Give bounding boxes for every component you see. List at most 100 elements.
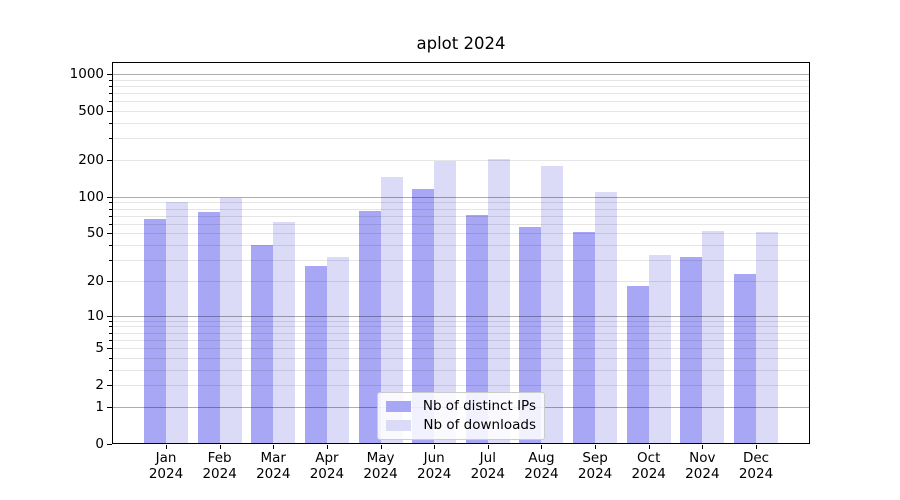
y-tick-mark-10 xyxy=(107,315,112,317)
bar-downloads-aug xyxy=(541,166,564,444)
x-tick-label-jan: Jan 2024 xyxy=(134,450,198,482)
x-tick-label-year-mar: 2024 xyxy=(256,465,291,482)
bar-downloads-jul xyxy=(487,158,510,444)
gridline-minor-200 xyxy=(112,159,810,161)
y-tick-mark-1 xyxy=(107,406,112,408)
y-tick-label-20: 20 xyxy=(86,272,104,289)
y-tick-mark-2 xyxy=(107,385,112,387)
x-tick-label-year-nov: 2024 xyxy=(685,465,720,482)
y-minor-tick-mark-80 xyxy=(109,208,112,210)
x-tick-label-jun: Jun 2024 xyxy=(402,450,466,482)
y-minor-tick-mark-300 xyxy=(109,138,112,140)
legend: Nb of distinct IPs Nb of downloads xyxy=(377,392,545,440)
y-tick-mark-0 xyxy=(107,444,112,445)
bar-downloads-sep xyxy=(595,191,618,444)
x-tick-label-year-oct: 2024 xyxy=(631,465,666,482)
x-tick-label-month-oct: Oct xyxy=(637,450,661,466)
gridline-minor-500 xyxy=(112,111,810,113)
gridline-minor-80 xyxy=(112,208,810,210)
bar-distinct-ips-feb xyxy=(197,212,220,444)
x-tick-label-month-apr: Apr xyxy=(315,450,339,466)
y-minor-tick-mark-400 xyxy=(109,123,112,124)
x-tick-label-feb: Feb 2024 xyxy=(188,450,252,482)
y-tick-mark-20 xyxy=(107,280,112,282)
x-tick-label-month-nov: Nov xyxy=(689,450,716,466)
bar-downloads-apr xyxy=(326,256,349,444)
bar-distinct-ips-nov xyxy=(680,256,703,444)
x-tick-label-aug: Aug 2024 xyxy=(509,450,573,482)
x-tick-label-month-dec: Dec xyxy=(742,450,770,466)
x-tick-label-month-jan: Jan xyxy=(155,450,177,466)
y-minor-tick-mark-3 xyxy=(109,369,112,371)
x-tick-mark-jul xyxy=(487,445,489,449)
bar-downloads-may xyxy=(380,177,403,444)
legend-item-distinct-ips: Nb of distinct IPs xyxy=(378,397,544,416)
gridline-minor-600 xyxy=(112,101,810,103)
x-tick-label-nov: Nov 2024 xyxy=(670,450,734,482)
y-tick-mark-1000 xyxy=(107,74,112,76)
y-tick-label-1: 1 xyxy=(95,398,104,415)
x-tick-mark-sep xyxy=(595,445,597,449)
bar-downloads-oct xyxy=(648,255,671,444)
y-tick-mark-5 xyxy=(107,348,112,350)
gridline-minor-6 xyxy=(112,339,810,341)
x-tick-label-year-sep: 2024 xyxy=(577,465,613,482)
y-tick-label-50: 50 xyxy=(86,225,104,242)
legend-swatch-distinct-ips xyxy=(386,401,411,412)
bar-downloads-jun xyxy=(434,161,457,444)
x-tick-mark-mar xyxy=(273,445,275,449)
gridline-minor-400 xyxy=(112,123,810,124)
y-minor-tick-mark-4 xyxy=(109,357,112,359)
gridline-minor-700 xyxy=(112,93,810,95)
y-minor-tick-mark-70 xyxy=(109,215,112,217)
y-minor-tick-mark-7 xyxy=(109,332,112,334)
x-tick-mark-feb xyxy=(219,445,221,449)
x-tick-label-year-dec: 2024 xyxy=(738,465,774,482)
y-tick-label-0: 0 xyxy=(95,436,104,452)
x-tick-mark-jan xyxy=(166,445,167,449)
y-tick-label-1000: 1000 xyxy=(69,66,104,83)
bar-downloads-mar xyxy=(273,222,296,444)
y-minor-tick-mark-900 xyxy=(109,79,112,81)
x-tick-label-month-jun: Jun xyxy=(423,450,445,466)
y-tick-label-2: 2 xyxy=(95,377,104,394)
gridline-major-10 xyxy=(112,315,810,317)
bar-downloads-feb xyxy=(219,197,242,444)
legend-item-downloads: Nb of downloads xyxy=(378,416,544,435)
gridline-minor-90 xyxy=(112,202,810,204)
legend-swatch-downloads xyxy=(386,420,411,431)
gridline-major-1000 xyxy=(112,74,810,76)
x-tick-label-sep: Sep 2024 xyxy=(563,450,627,482)
gridline-minor-60 xyxy=(112,223,810,225)
x-tick-label-month-aug: Aug xyxy=(528,450,555,466)
legend-label-distinct-ips: Nb of distinct IPs xyxy=(422,398,536,414)
x-tick-label-dec: Dec 2024 xyxy=(724,450,788,482)
y-tick-label-500: 500 xyxy=(78,103,104,120)
y-minor-tick-mark-30 xyxy=(109,260,112,262)
gridline-minor-4 xyxy=(112,357,810,359)
bar-distinct-ips-jan xyxy=(144,218,166,444)
gridline-minor-20 xyxy=(112,280,810,282)
y-tick-mark-100 xyxy=(107,196,112,198)
bar-distinct-ips-mar xyxy=(251,245,274,444)
bar-distinct-ips-jul xyxy=(465,214,488,444)
bar-downloads-jan xyxy=(166,201,188,444)
x-tick-label-year-jun: 2024 xyxy=(416,465,452,482)
plot-area xyxy=(112,62,810,444)
gridline-minor-9 xyxy=(112,320,810,322)
bar-downloads-nov xyxy=(702,231,725,444)
x-tick-label-apr: Apr 2024 xyxy=(295,450,359,482)
y-minor-tick-mark-9 xyxy=(109,320,112,322)
y-tick-label-5: 5 xyxy=(95,340,104,357)
gridline-minor-30 xyxy=(112,260,810,262)
gridline-minor-300 xyxy=(112,138,810,140)
y-tick-mark-50 xyxy=(107,233,112,235)
y-tick-label-200: 200 xyxy=(78,151,104,168)
y-tick-mark-200 xyxy=(107,159,112,161)
x-tick-label-year-feb: 2024 xyxy=(202,465,237,482)
y-minor-tick-mark-60 xyxy=(109,223,112,225)
x-tick-mark-dec xyxy=(756,445,757,449)
bar-distinct-ips-apr xyxy=(304,265,327,444)
x-tick-label-year-jan: 2024 xyxy=(148,465,184,482)
